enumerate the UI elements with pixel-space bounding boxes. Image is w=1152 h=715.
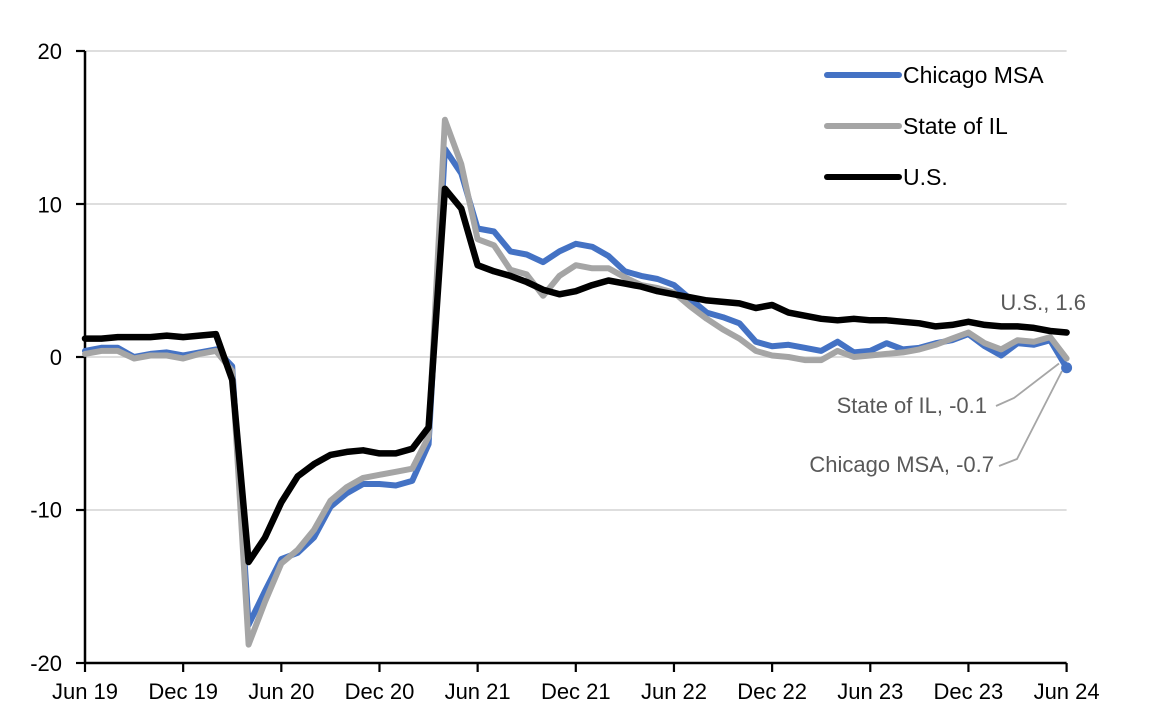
legend-label-state-of-il: State of IL [903,113,1008,139]
y-tick-label: 10 [38,193,62,218]
y-axis-labels: 20 10 0 -10 -20 [30,39,62,676]
x-tick-label: Jun 19 [52,679,118,704]
chicago-msa-end-marker [1061,362,1073,374]
x-tick-label: Jun 22 [641,679,707,704]
annotation-chicago-msa: Chicago MSA, -0.7 [809,452,994,477]
annotations: U.S., 1.6 State of IL, -0.1 Chicago MSA,… [809,290,1086,477]
gridlines [85,50,1067,511]
series-lines [81,116,1073,648]
annotation-leader-line [998,370,1063,467]
x-tick-label: Jun 20 [248,679,314,704]
x-tick-label: Dec 19 [148,679,218,704]
series-line-state-of-il [82,116,1070,648]
x-tick-label: Jun 23 [837,679,903,704]
legend: Chicago MSA State of IL U.S. [824,62,1044,190]
legend-label-us: U.S. [903,164,948,190]
x-tick-label: Dec 20 [345,679,415,704]
leader-lines [995,362,1063,467]
y-tick-label: 0 [50,345,62,370]
annotation-us: U.S., 1.6 [1000,290,1086,315]
x-axis-labels: Jun 19 Dec 19 Jun 20 Dec 20 Jun 21 Dec 2… [52,679,1100,704]
x-tick-label: Jun 24 [1034,679,1100,704]
x-tick-label: Dec 23 [934,679,1004,704]
x-tick-label: Dec 21 [541,679,611,704]
legend-label-chicago-msa: Chicago MSA [903,62,1044,88]
series-line-u-s- [81,185,1070,566]
y-tick-label: -20 [30,651,62,676]
x-tick-label: Dec 22 [737,679,807,704]
y-tick-label: 20 [38,39,62,64]
annotation-leader-line [995,362,1060,407]
axes [76,49,1068,672]
x-tick-label: Jun 21 [445,679,511,704]
y-tick-label: -10 [30,497,62,522]
annotation-state-of-il: State of IL, -0.1 [837,393,987,418]
